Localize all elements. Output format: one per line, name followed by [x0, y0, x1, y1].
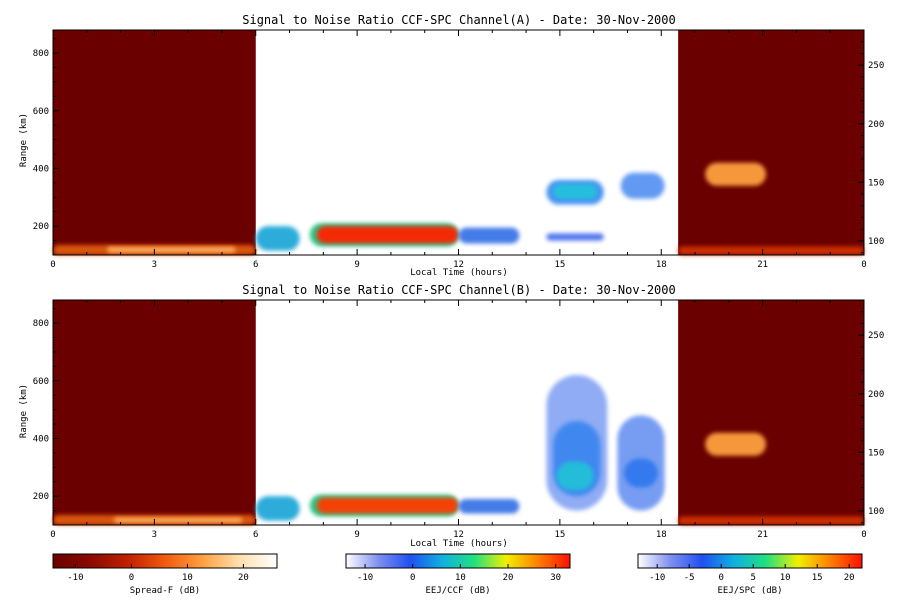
panel-b-ylabel: Range (km) [19, 384, 29, 438]
panel-a-feature-1 [107, 246, 236, 253]
panel-a-right-ytick-label: 250 [868, 61, 884, 71]
colorbar-spread-f-label: Spread-F (dB) [130, 586, 200, 596]
colorbar-eej-spc-tick-label: 0 [718, 573, 723, 583]
panel-a-xtick-label: 3 [152, 260, 157, 270]
panel-a-feature-9 [620, 172, 665, 199]
panel-b-xtick-label: 15 [554, 530, 565, 540]
panel-b-xtick-label: 9 [354, 530, 359, 540]
colorbar-eej-spc-tick-label: 5 [750, 573, 755, 583]
panel-a-ytick-label: 400 [33, 164, 49, 174]
panel-b-xtick-label: 6 [253, 530, 258, 540]
colorbar-eej-spc-bar [637, 553, 863, 569]
panel-a-region-night-right [678, 30, 864, 255]
panel-b-feature-4 [316, 497, 459, 514]
panel-a-xtick-label: 15 [554, 260, 565, 270]
colorbar-eej-spc: -10 -5 0 5 10 15 20 EEJ/SPC (dB) [637, 553, 863, 596]
colorbar-eej-spc-tick-label: 15 [812, 573, 823, 583]
panel-a-feature-10 [705, 162, 767, 186]
panel-a-feature-8 [546, 233, 604, 241]
panel-a-feature-11 [678, 246, 864, 255]
panel-a-xlabel: Local Time (hours) [410, 268, 508, 278]
panel-b-xtick-label: 18 [656, 530, 667, 540]
colorbar-spread-f-tick-label: -10 [67, 573, 83, 583]
panel-a-xtick-label: 0 [50, 260, 55, 270]
panel-a-feature-5 [458, 227, 520, 244]
colorbar-eej-ccf-tick-label: 30 [550, 573, 561, 583]
panel-a-right-ytick-label: 200 [868, 120, 884, 130]
panel-b-right-ytick-label: 150 [868, 448, 884, 458]
panel-b-xtick-label: 12 [453, 530, 464, 540]
panel-b: Signal to Noise Ratio CCF-SPC Channel(B)… [19, 283, 884, 549]
panel-a-xtick-label: 9 [354, 260, 359, 270]
panel-b-right-ytick-label: 100 [868, 507, 884, 517]
colorbar-eej-ccf-tick-label: -10 [357, 573, 373, 583]
colorbar-spread-f-tick-label: 20 [238, 573, 249, 583]
panel-a-ytick-label: 200 [33, 222, 49, 232]
panel-b-feature-11 [705, 432, 767, 456]
panel-b-region-night-right [678, 300, 864, 525]
panel-a-right-ytick-label: 150 [868, 178, 884, 188]
panel-b-xlabel: Local Time (hours) [410, 539, 508, 549]
colorbar-eej-spc-tick-label: -10 [649, 573, 665, 583]
panel-a-feature-4 [316, 226, 459, 244]
colorbar-spread-f-bar [52, 553, 278, 569]
panel-a-xtick-label: 18 [656, 260, 667, 270]
panel-b-feature-2 [255, 496, 300, 521]
colorbar-eej-ccf-bar [345, 553, 571, 569]
colorbar-spread-f-tick-label: 0 [129, 573, 134, 583]
colorbar-eej-spc-tick-label: -5 [684, 573, 695, 583]
panel-b-right-ytick-label: 200 [868, 390, 884, 400]
panel-b-plot: 0 3 6 9 12 15 18 21 0 200 400 600 800 100 150 200 250 [33, 299, 884, 540]
colorbar-eej-ccf-tick-label: 0 [410, 573, 415, 583]
panel-b-feature-1 [113, 517, 243, 523]
panel-a-feature-7 [553, 184, 598, 199]
panel-a-xtick-label: 6 [253, 260, 258, 270]
panel-b-feature-12 [678, 516, 864, 525]
colorbar-eej-ccf-tick-label: 10 [455, 573, 466, 583]
panel-b-ytick-label: 200 [33, 492, 49, 502]
colorbar-eej-ccf-tick-label: 20 [503, 573, 514, 583]
panel-a-ytick-label: 800 [33, 49, 49, 59]
panel-a-title: Signal to Noise Ratio CCF-SPC Channel(A)… [242, 13, 675, 27]
panel-b-ytick-label: 800 [33, 319, 49, 329]
panel-a-right-ytick-label: 100 [868, 237, 884, 247]
colorbar-eej-ccf-label: EEJ/CCF (dB) [425, 586, 490, 596]
panel-b-xtick-label: 3 [152, 530, 157, 540]
panel-a-xtick-label: 21 [757, 260, 768, 270]
panel-b-feature-10 [624, 458, 658, 488]
colorbar-spread-f: -10 0 10 20 Spread-F (dB) [52, 553, 278, 596]
colorbar-eej-spc-label: EEJ/SPC (dB) [717, 586, 782, 596]
panel-b-title: Signal to Noise Ratio CCF-SPC Channel(B)… [242, 283, 675, 297]
panel-a-ytick-label: 600 [33, 107, 49, 117]
panel-a-ylabel: Range (km) [19, 113, 29, 167]
panel-b-ytick-label: 600 [33, 377, 49, 387]
colorbar-spread-f-tick-label: 10 [182, 573, 193, 583]
panel-b-ytick-label: 400 [33, 434, 49, 444]
panel-a: Signal to Noise Ratio CCF-SPC Channel(A)… [19, 13, 884, 278]
colorbar-eej-spc-tick-label: 20 [844, 573, 855, 583]
panel-a-region-night-left [53, 30, 256, 255]
panel-a-xtick-label: 0 [861, 260, 866, 270]
panel-b-xtick-label: 0 [861, 530, 866, 540]
panel-a-feature-2 [255, 226, 300, 251]
panel-a-plot: 0 3 6 9 12 15 18 21 0 200 400 600 800 100 150 200 250 [33, 29, 884, 270]
panel-a-xtick-label: 12 [453, 260, 464, 270]
panel-b-feature-8 [556, 461, 594, 491]
panel-b-feature-5 [458, 499, 520, 514]
panel-b-xtick-label: 0 [50, 530, 55, 540]
panel-b-right-ytick-label: 250 [868, 331, 884, 341]
panel-b-region-night-left [53, 300, 256, 525]
colorbar-eej-ccf: -10 0 10 20 30 EEJ/CCF (dB) [345, 553, 571, 596]
panel-b-xtick-label: 21 [757, 530, 768, 540]
colorbar-eej-spc-tick-label: 10 [780, 573, 791, 583]
